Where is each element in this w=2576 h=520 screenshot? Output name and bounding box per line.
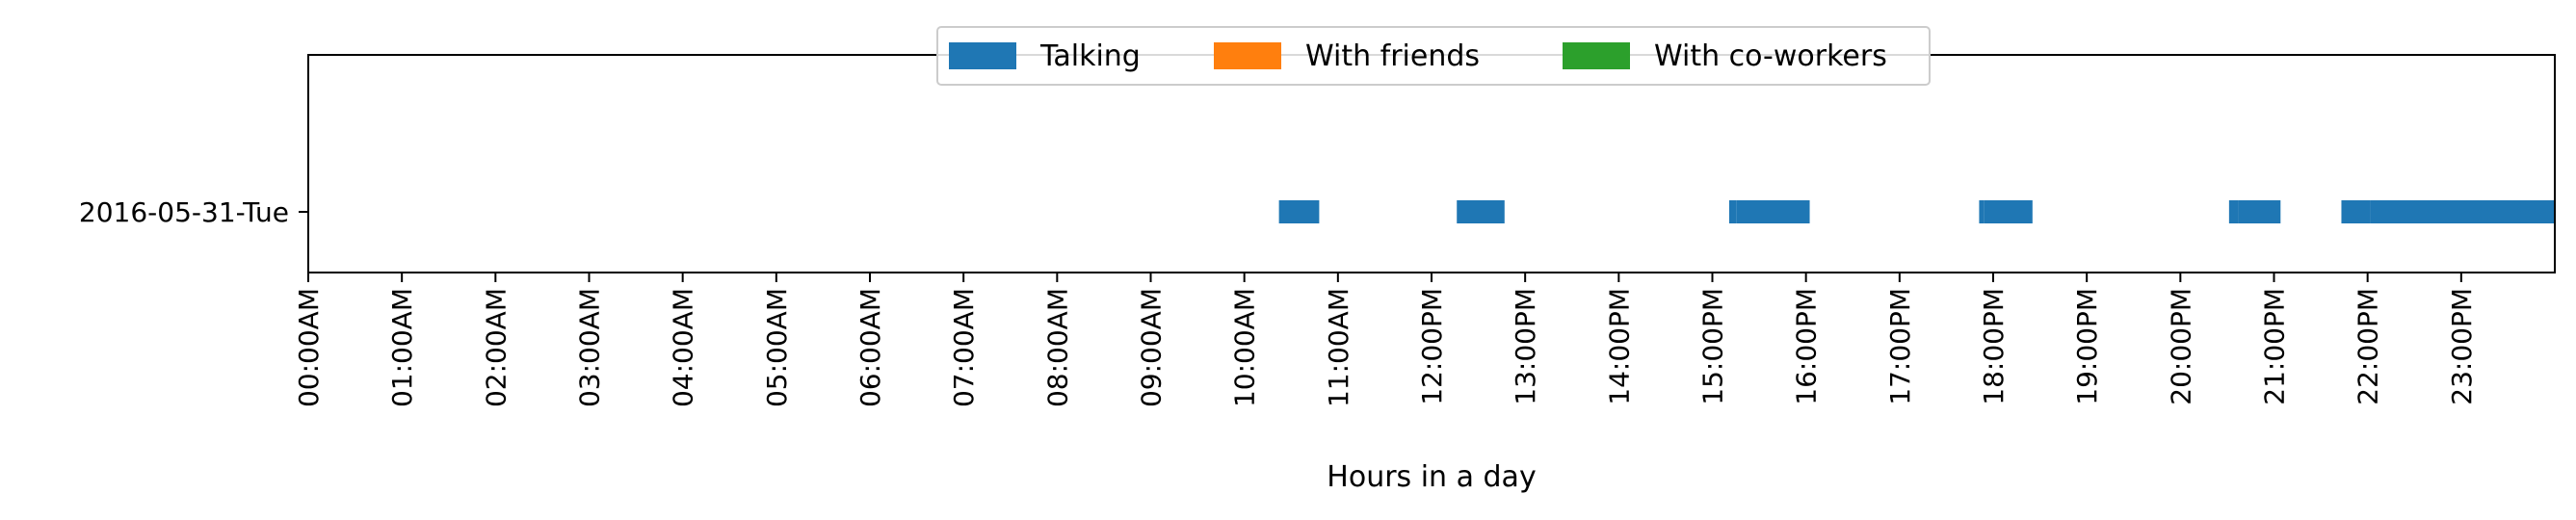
legend-swatch [1563,42,1630,69]
x-tick-label: 22:00PM [2353,288,2384,405]
timeline-bar [1984,200,2033,223]
x-tick-label: 21:00PM [2259,288,2291,405]
x-tick-label: 16:00PM [1791,288,1823,405]
x-tick-label: 23:00PM [2446,288,2478,405]
x-tick-label: 15:00PM [1697,288,1729,405]
timeline-bar [1457,200,1505,223]
timeline-bar [2370,200,2555,223]
x-tick-label: 03:00AM [574,288,606,407]
x-tick-label: 05:00AM [761,288,793,407]
timeline-bar [2228,200,2239,223]
x-tick-label: 20:00PM [2165,288,2196,405]
x-tick-label: 12:00PM [1416,288,1448,405]
x-axis: 00:00AM 01:00AM 02:00AM 03:00AM 04:00AM 05:00… [293,273,2478,407]
x-tick-label: 00:00AM [293,288,325,407]
legend-box [936,26,1931,86]
x-tick-label: 01:00AM [386,288,418,407]
legend: Talking With friends With co-workers [936,26,1931,86]
timeline-bar [1278,200,1320,223]
x-tick-label: 10:00AM [1229,288,1261,407]
timeline-bar [1728,200,1737,223]
x-tick-label: 14:00PM [1603,288,1635,405]
bars-layer [1278,200,2555,223]
legend-swatch [949,42,1016,69]
x-tick-label: 13:00PM [1510,288,1541,405]
timeline-bar [2341,200,2371,223]
x-tick-label: 17:00PM [1884,288,1916,405]
timeline-bar [1736,200,1810,223]
timeline-bar [2238,200,2281,223]
x-tick-label: 06:00AM [854,288,886,407]
plot-frame [307,54,2556,273]
x-tick-label: 07:00AM [948,288,980,407]
x-tick-label: 11:00AM [1323,288,1354,407]
y-tick-label: 2016-05-31-Tue [79,196,289,228]
x-axis-label: Hours in a day [1327,460,1536,494]
x-tick-label: 02:00AM [480,288,512,407]
x-tick-label: 19:00PM [2071,288,2103,405]
legend-label: With friends [1305,39,1480,73]
x-tick-label: 08:00AM [1041,288,1073,407]
legend-label: Talking [1039,39,1141,73]
y-axis: 2016-05-31-Tue [79,196,308,228]
x-tick-label: 09:00AM [1136,288,1168,407]
timeline-bar [1979,200,1985,223]
x-tick-label: 04:00AM [668,288,699,407]
x-tick-label: 18:00PM [1978,288,2010,405]
legend-swatch [1214,42,1281,69]
legend-label: With co-workers [1654,39,1887,73]
